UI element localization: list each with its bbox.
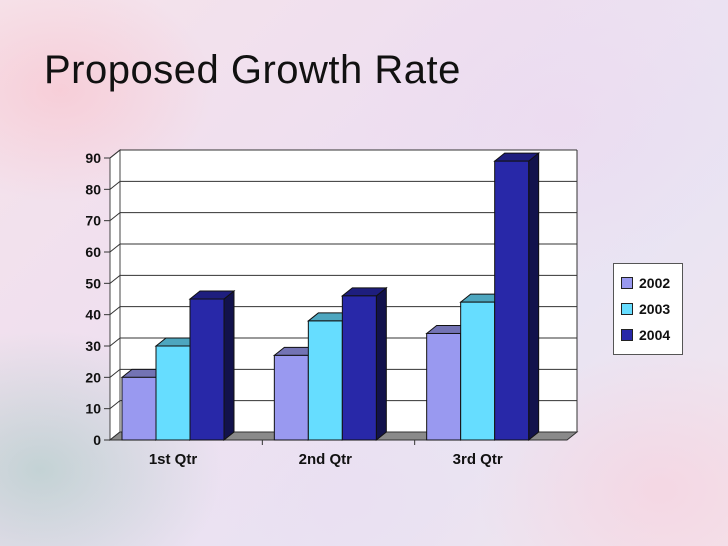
legend-label-2003: 2003: [639, 301, 671, 317]
bar-2004-2: [494, 160, 530, 441]
gridline-side-90: [109, 149, 121, 159]
gridline-side-70: [109, 212, 121, 222]
legend-swatch-2004: [621, 329, 633, 341]
legend-item-2004: 2004: [621, 322, 682, 348]
chart-legend: 2002 2003 2004: [613, 263, 683, 355]
bar-2003-0: [155, 345, 191, 441]
legend-item-2003: 2003: [621, 296, 682, 322]
bar-side-2004-0: [223, 289, 235, 442]
bar-2004-1: [341, 295, 377, 441]
bar-side-2004-1: [375, 286, 387, 442]
gridline-side-80: [109, 180, 121, 190]
gridline-side-60: [109, 243, 121, 253]
bar-2004-0: [189, 298, 225, 441]
y-tick-label-0: 0: [93, 432, 101, 448]
legend-item-2002: 2002: [621, 270, 682, 296]
y-tick-label-70: 70: [85, 213, 101, 229]
gridline-side-40: [109, 306, 121, 316]
y-tick-label-10: 10: [85, 401, 101, 417]
chart-side-wall: [109, 148, 121, 442]
y-tick-label-30: 30: [85, 338, 101, 354]
legend-label-2002: 2002: [639, 275, 671, 291]
bar-2003-2: [460, 301, 496, 441]
bar-2002-0: [121, 376, 157, 441]
gridline-side-50: [109, 274, 121, 284]
bar-2002-2: [426, 332, 462, 441]
y-tick-label-80: 80: [85, 181, 101, 197]
x-tick-label-0: 1st Qtr: [149, 451, 198, 468]
x-tick-label-1: 2nd Qtr: [299, 451, 352, 468]
y-tick-label-40: 40: [85, 307, 101, 323]
y-tick-label-20: 20: [85, 369, 101, 385]
y-tick-label-50: 50: [85, 275, 101, 291]
legend-label-2004: 2004: [639, 327, 671, 343]
gridline-side-30: [109, 337, 121, 347]
legend-swatch-2002: [621, 277, 633, 289]
bar-side-2004-2: [528, 152, 540, 442]
y-tick-label-60: 60: [85, 244, 101, 260]
legend-swatch-2003: [621, 303, 633, 315]
y-tick-label-90: 90: [85, 150, 101, 166]
gridline-side-20: [109, 368, 121, 378]
slide-title: Proposed Growth Rate: [44, 48, 461, 92]
gridline-side-10: [109, 400, 121, 410]
x-tick-label-2: 3rd Qtr: [453, 451, 503, 468]
bar-2002-1: [273, 354, 309, 441]
bar-2003-1: [307, 320, 343, 441]
